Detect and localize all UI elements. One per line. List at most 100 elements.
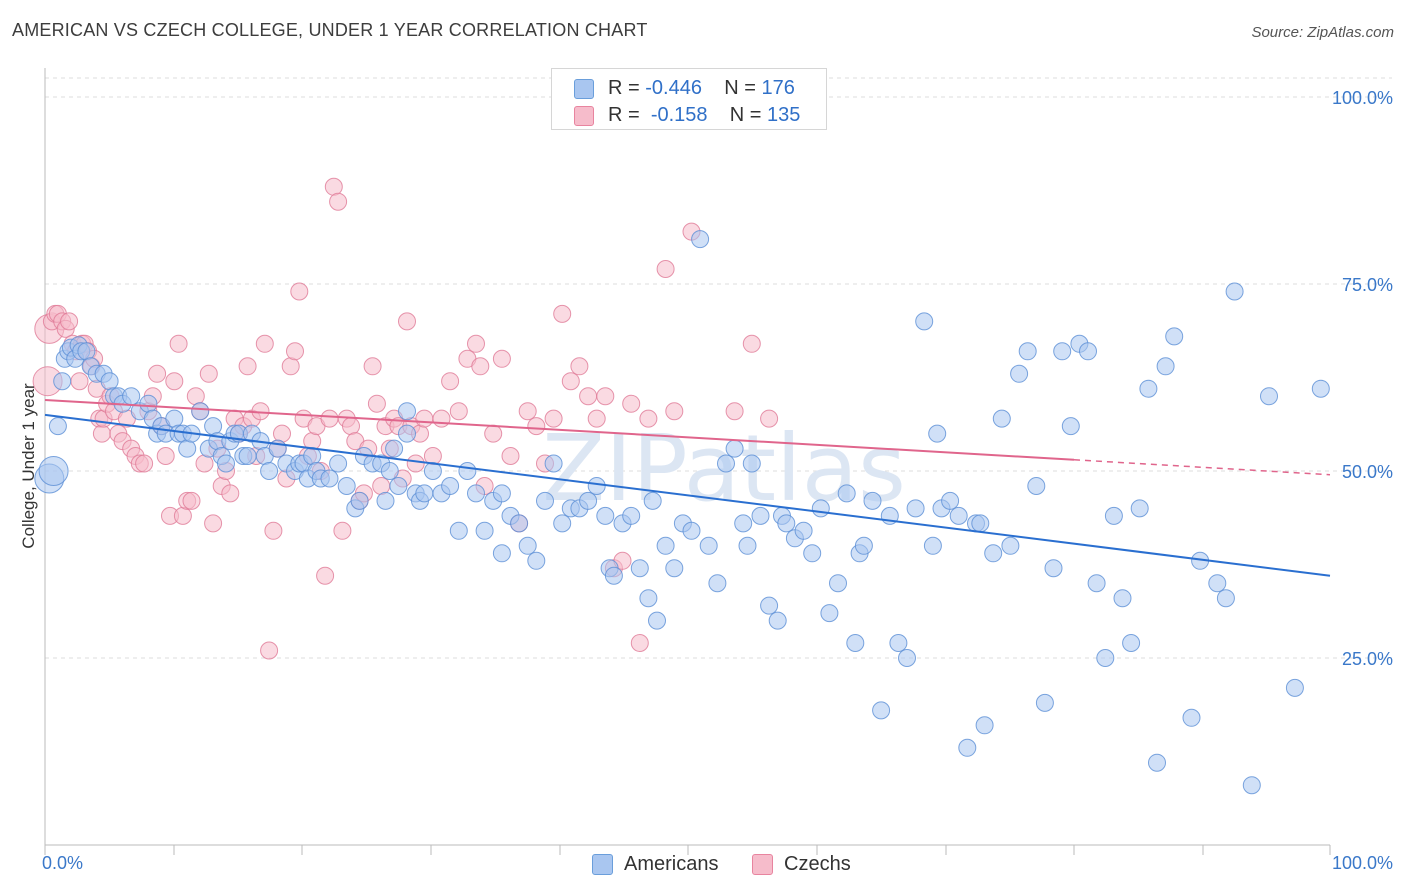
americans-point [768,611,787,630]
americans-point [699,536,718,555]
americans-point [536,491,554,510]
americans-point [415,484,434,503]
czechs-point [221,484,240,503]
czechs-point [553,304,572,323]
czechs-point [363,357,382,376]
czechs-point [148,364,167,383]
americans-point [1122,634,1141,652]
czechs-point [333,521,352,540]
americans-point [1148,753,1166,772]
americans-point [1113,589,1132,608]
czechs-point [561,372,580,391]
czechs-point [596,387,615,406]
americans-point [622,506,641,525]
czechs-point [484,424,503,443]
americans-point [971,514,990,533]
czechs-point [92,424,111,443]
czechs-swatch [574,106,594,126]
americans-point [604,566,623,585]
czechs-point [622,394,641,413]
americans-point [1079,342,1097,361]
americans-point [53,372,72,391]
czechs-point [544,409,563,428]
y-tick-label: 75.0% [1342,275,1393,295]
czechs-point [316,566,335,585]
czechs-point [656,260,675,278]
americans-point [1044,559,1063,578]
czechs-point [367,394,386,413]
americans-point [1035,693,1054,712]
americans-point [725,439,744,458]
czechs-point [186,387,205,406]
czechs-point [320,409,339,428]
americans-point [742,454,761,473]
czechs-point [165,372,184,391]
americans-point [1242,776,1261,795]
americans-point [238,447,257,465]
czechs-point [156,447,175,465]
americans-point [648,611,666,630]
americans-point [630,559,649,578]
czechs-point [70,372,89,391]
americans-point [846,634,865,652]
americans-point [975,716,994,735]
americans-point [191,402,210,421]
americans-point [38,456,69,486]
americans-point [544,454,563,473]
americans-point [380,462,399,480]
czechs-point [587,409,606,428]
americans-point [204,417,223,436]
czechs-point [406,454,425,473]
czechs-point [665,402,684,421]
czechs-point [204,514,223,533]
americans-series [34,230,1330,795]
americans-point [553,514,572,533]
czechs-point [467,334,485,353]
americans-point [458,462,477,480]
czechs-point [273,424,291,443]
americans-point [376,491,395,510]
czechs-point [290,282,309,301]
czechs-point [264,521,283,540]
americans-point [837,484,856,503]
czechs-point [260,641,279,660]
czechs-point [372,477,391,495]
czechs-point [238,357,257,376]
americans-point [1225,282,1244,301]
czechs-point [342,417,360,436]
czechs-point [579,387,598,406]
americans-point [915,312,934,331]
americans-point [1216,589,1235,608]
americans-point [854,536,873,555]
americans-point [760,596,779,615]
americans-point [441,477,460,495]
czechs-point [518,402,537,421]
y-axis-label: College, Under 1 year [19,383,38,549]
legend-r-value: -0.446 [645,77,702,99]
americans-point [665,559,684,578]
czechs-point [432,409,451,428]
americans-point [872,701,891,720]
americans-point [165,409,184,428]
americans-point [1260,387,1278,406]
americans-point [329,454,348,473]
americans-point [492,544,511,563]
source-label: Source: ZipAtlas.com [1251,24,1394,41]
americans-point [928,424,947,443]
americans-point [1285,678,1304,697]
americans-point [734,514,753,533]
legend-r-label: R = [608,77,646,99]
czechs-point [281,357,300,376]
czechs-point [398,312,416,331]
czechs-point [760,409,779,428]
czechs-point [286,342,304,361]
legend-americans-label: Americans [624,853,719,875]
americans-point [475,521,494,540]
americans-point [682,521,701,540]
americans-point [1061,417,1080,436]
americans-point [398,402,416,421]
americans-point [122,387,141,406]
americans-point [906,499,925,518]
americans-point [260,462,279,480]
americans-point [1139,379,1158,398]
